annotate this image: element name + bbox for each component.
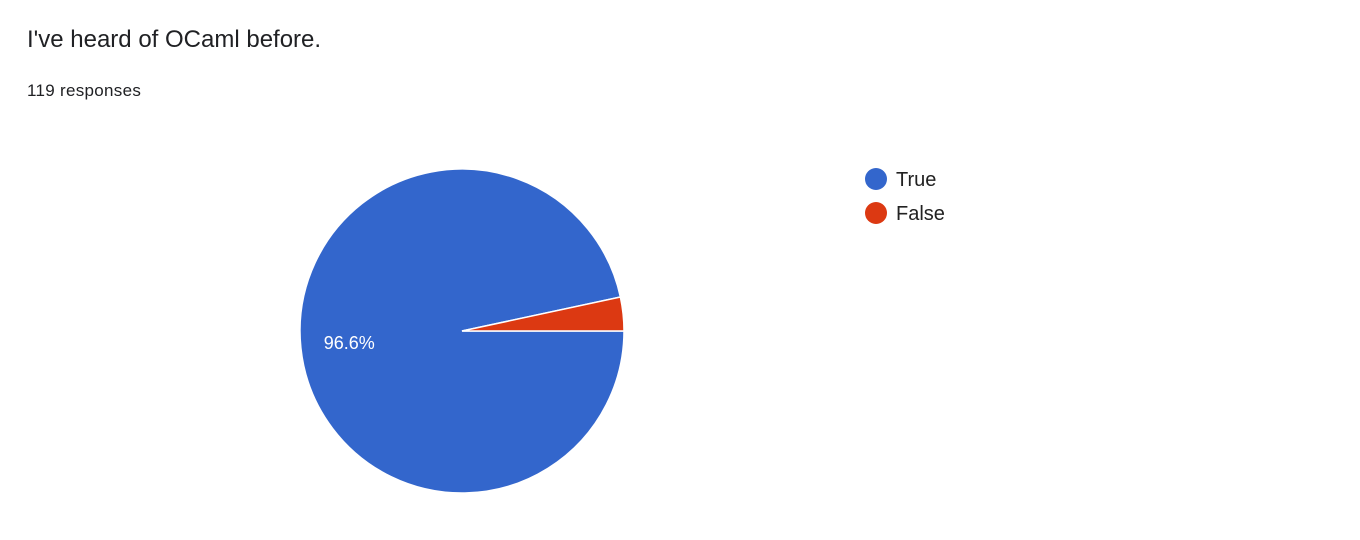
legend-marker: [865, 202, 887, 224]
legend-item-true[interactable]: True: [896, 169, 936, 191]
chart-title: I've heard of OCaml before.: [27, 26, 322, 53]
legend-marker: [865, 168, 887, 190]
response-count: 119 responses: [27, 81, 142, 100]
legend-item-false[interactable]: False: [896, 203, 945, 225]
slice-label: 96.6%: [324, 333, 375, 353]
pie-slice-false[interactable]: [461, 296, 625, 332]
